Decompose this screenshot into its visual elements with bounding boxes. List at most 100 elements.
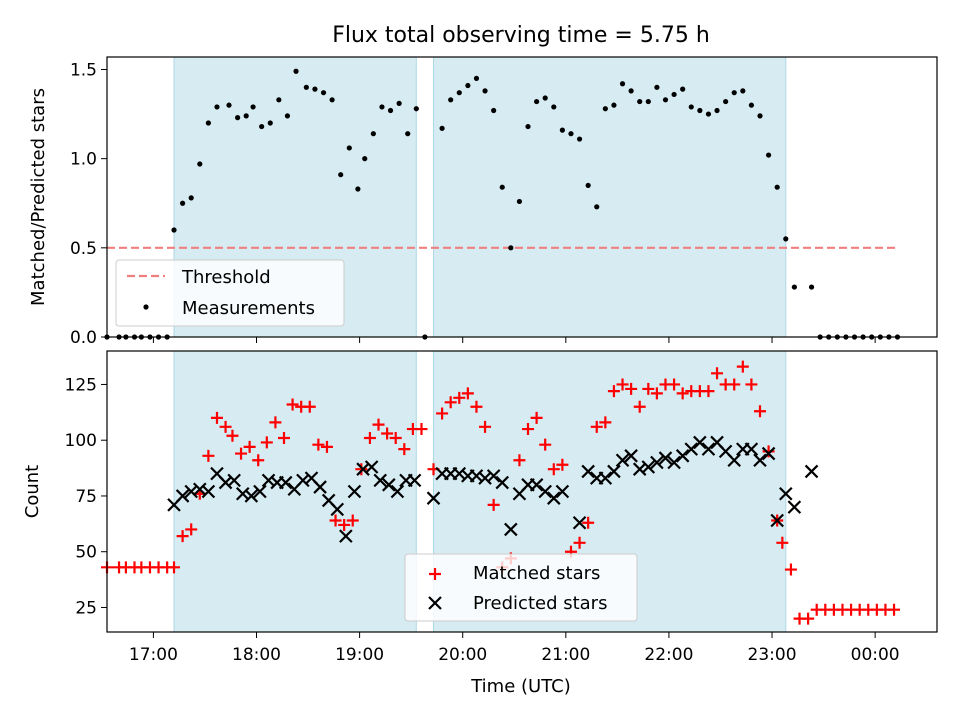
matched-star-point-24 [303,400,316,413]
matched-star-point-58 [599,416,612,429]
matched-star-point-40 [444,396,457,409]
matched-star-point-66 [668,378,681,391]
bottom-ytick-label-4: 125 [65,375,97,395]
measurement-point-31 [370,131,376,137]
measurement-point-40 [456,90,462,96]
matched-star-point-63 [642,382,655,395]
predicted-star-point-65 [744,442,759,456]
predicted-star-point-68 [770,513,784,528]
measurement-point-36 [413,106,419,112]
predicted-star-point-10 [253,484,267,499]
bottom-y-axis-label: Count [22,465,43,518]
measurement-point-53 [568,131,574,137]
predicted-star-point-4 [201,484,216,499]
matched-star-point-19 [260,436,273,449]
top-axes-frame [106,56,938,338]
matched-star-point-35 [398,443,411,456]
bottom-ytick-label-0: 25 [75,598,97,618]
predicted-star-point-25 [382,478,396,492]
bottom-xtick-label-2: 19:00 [335,645,384,665]
predicted-star-point-41 [529,478,544,492]
matched-star-point-17 [243,440,256,453]
measurements-legend-marker [143,304,149,310]
predicted-star-point-19 [330,502,345,517]
measurement-point-10 [188,195,194,201]
measurement-point-61 [637,98,643,105]
measurement-point-15 [235,115,241,121]
matched-star-point-15 [226,429,239,442]
matched-star-point-39 [436,407,449,420]
measurement-point-60 [628,88,634,94]
predicted-star-point-71 [804,464,819,479]
matched-star-point-42 [461,387,474,400]
matched-star-point-43 [470,400,483,413]
matched-star-point-21 [277,431,290,444]
matched-star-point-76 [754,405,767,418]
measurement-point-72 [731,90,737,96]
predicted-star-point-15 [296,473,310,488]
matched-star-point-32 [372,418,385,431]
bottom-ytick-label-1: 50 [75,543,97,563]
top-ytick-label-1: 0.5 [70,239,97,259]
matched-star-point-49 [522,423,535,436]
bottom-panel: 25 50 75 100 125 17:00 18:00 19:00 20:00 21:00 22… [22,350,938,697]
measurement-point-41 [465,82,471,89]
bottom-xtick-label-3: 20:00 [438,645,487,665]
top-y-ticks: 0.0 0.5 1.0 1.5 [70,60,107,348]
predicted-stars-legend-marker [428,596,442,610]
top-x-ticks [152,337,876,343]
predicted-star-point-55 [658,451,673,465]
measurement-point-24 [312,86,318,92]
measurement-point-54 [576,136,583,142]
measurement-point-29 [355,186,361,192]
measurement-point-34 [396,100,402,106]
predicted-star-point-43 [547,491,561,505]
measurement-point-74 [748,102,755,108]
predicted-star-point-63 [727,453,742,468]
measurement-point-71 [723,98,729,105]
matched-star-point-79 [776,536,789,549]
measurement-point-75 [757,113,763,119]
matched-star-point-8 [168,561,181,574]
matched-star-point-64 [650,387,663,400]
matched-star-point-92 [888,603,901,616]
measurement-point-59 [619,81,626,87]
predicted-star-point-28 [407,473,422,488]
predicted-star-point-42 [538,484,552,499]
matched-star-point-53 [556,458,569,471]
measurement-point-19 [267,120,273,126]
predicted-star-point-38 [504,522,518,537]
measurement-point-27 [338,172,344,178]
matched-star-point-62 [633,400,646,413]
predicted-star-point-60 [701,442,716,456]
predicted-star-point-22 [356,462,370,476]
matched-stars-legend-label: Matched stars [473,563,600,584]
matched-star-point-16 [235,447,248,460]
matched-star-point-33 [381,427,394,440]
measurement-point-80 [808,284,815,290]
matched-star-point-34 [389,431,402,444]
predicted-star-point-52 [632,462,647,476]
measurement-point-42 [473,75,480,82]
measurement-point-38 [439,125,445,131]
measurement-point-22 [293,68,299,74]
matched-star-point-59 [607,385,620,398]
measurement-point-12 [205,120,211,126]
bottom-xtick-label-0: 17:00 [129,645,178,665]
measurement-point-26 [329,97,335,103]
predicted-star-point-1 [175,489,190,503]
measurement-point-66 [680,86,686,92]
matched-star-point-70 [702,385,715,398]
measurement-point-46 [508,245,514,251]
predicted-star-point-13 [278,475,293,490]
matched-star-point-60 [616,378,629,391]
matched-star-point-74 [736,360,749,373]
measurement-point-8 [171,227,177,233]
predicted-star-point-21 [347,484,362,499]
measurement-point-51 [551,104,557,110]
matched-star-point-22 [286,398,299,411]
predicted-star-point-59 [693,435,707,450]
measurement-point-32 [379,104,385,110]
top-y-axis-label: Matched/Predicted stars [28,88,49,306]
